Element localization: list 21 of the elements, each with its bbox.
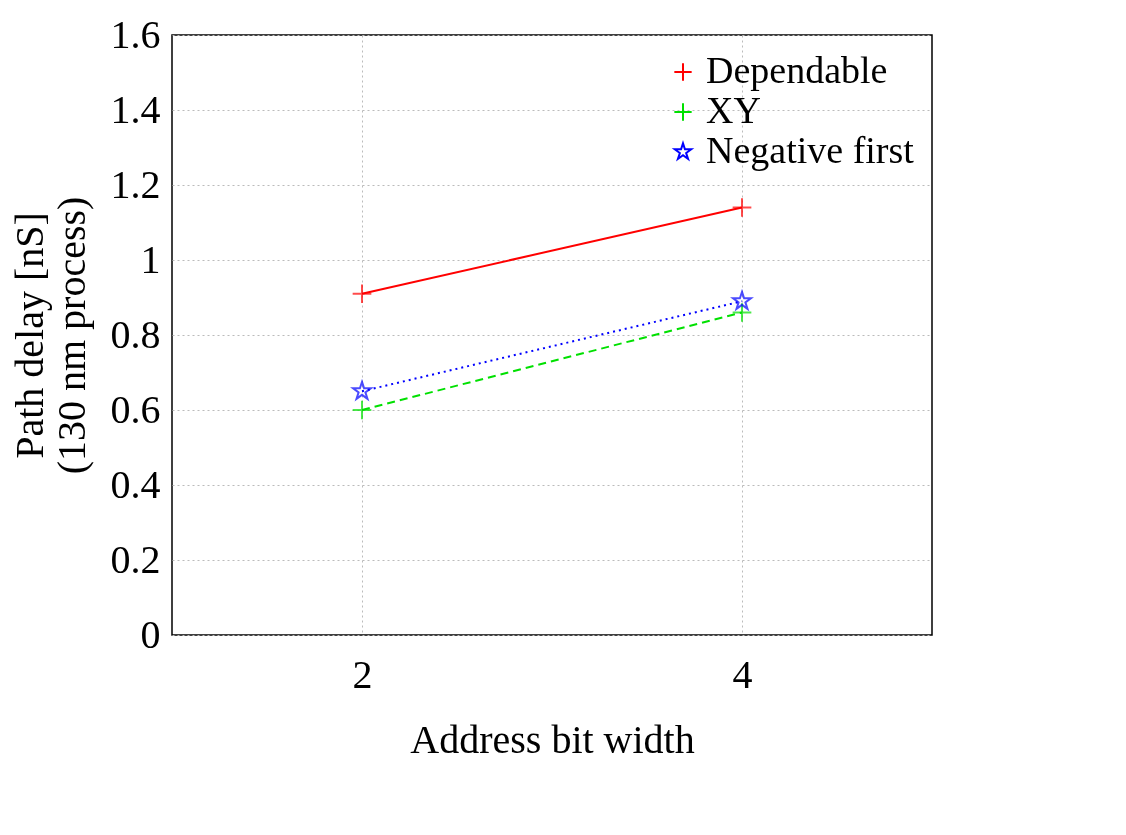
y-tick-label: 0.4 <box>110 461 161 507</box>
point <box>731 197 753 218</box>
point <box>352 380 372 400</box>
point <box>732 290 752 310</box>
y-tick-label: 1 <box>140 236 161 282</box>
y-tick-label: 1.6 <box>110 11 161 57</box>
y-axis-title: Path delay [nS] (130 nm process) <box>6 196 94 475</box>
y-tick-label: 1.4 <box>110 86 161 132</box>
point <box>351 283 373 305</box>
y-tick-label: 0.6 <box>110 386 161 432</box>
legend-label: Negative first <box>706 129 915 171</box>
y-tick-label: 1.2 <box>110 161 161 207</box>
x-tick-label: 2 <box>352 651 373 697</box>
x-axis-title: Address bit width <box>410 716 695 762</box>
y-tick-label: 0.2 <box>110 536 161 582</box>
y-tick-label: 0 <box>140 611 161 657</box>
point <box>731 302 753 323</box>
x-tick-label: 4 <box>732 651 753 697</box>
legend-label: Dependable <box>706 49 888 91</box>
y-tick-label: 0.8 <box>110 311 161 357</box>
point <box>351 399 373 421</box>
